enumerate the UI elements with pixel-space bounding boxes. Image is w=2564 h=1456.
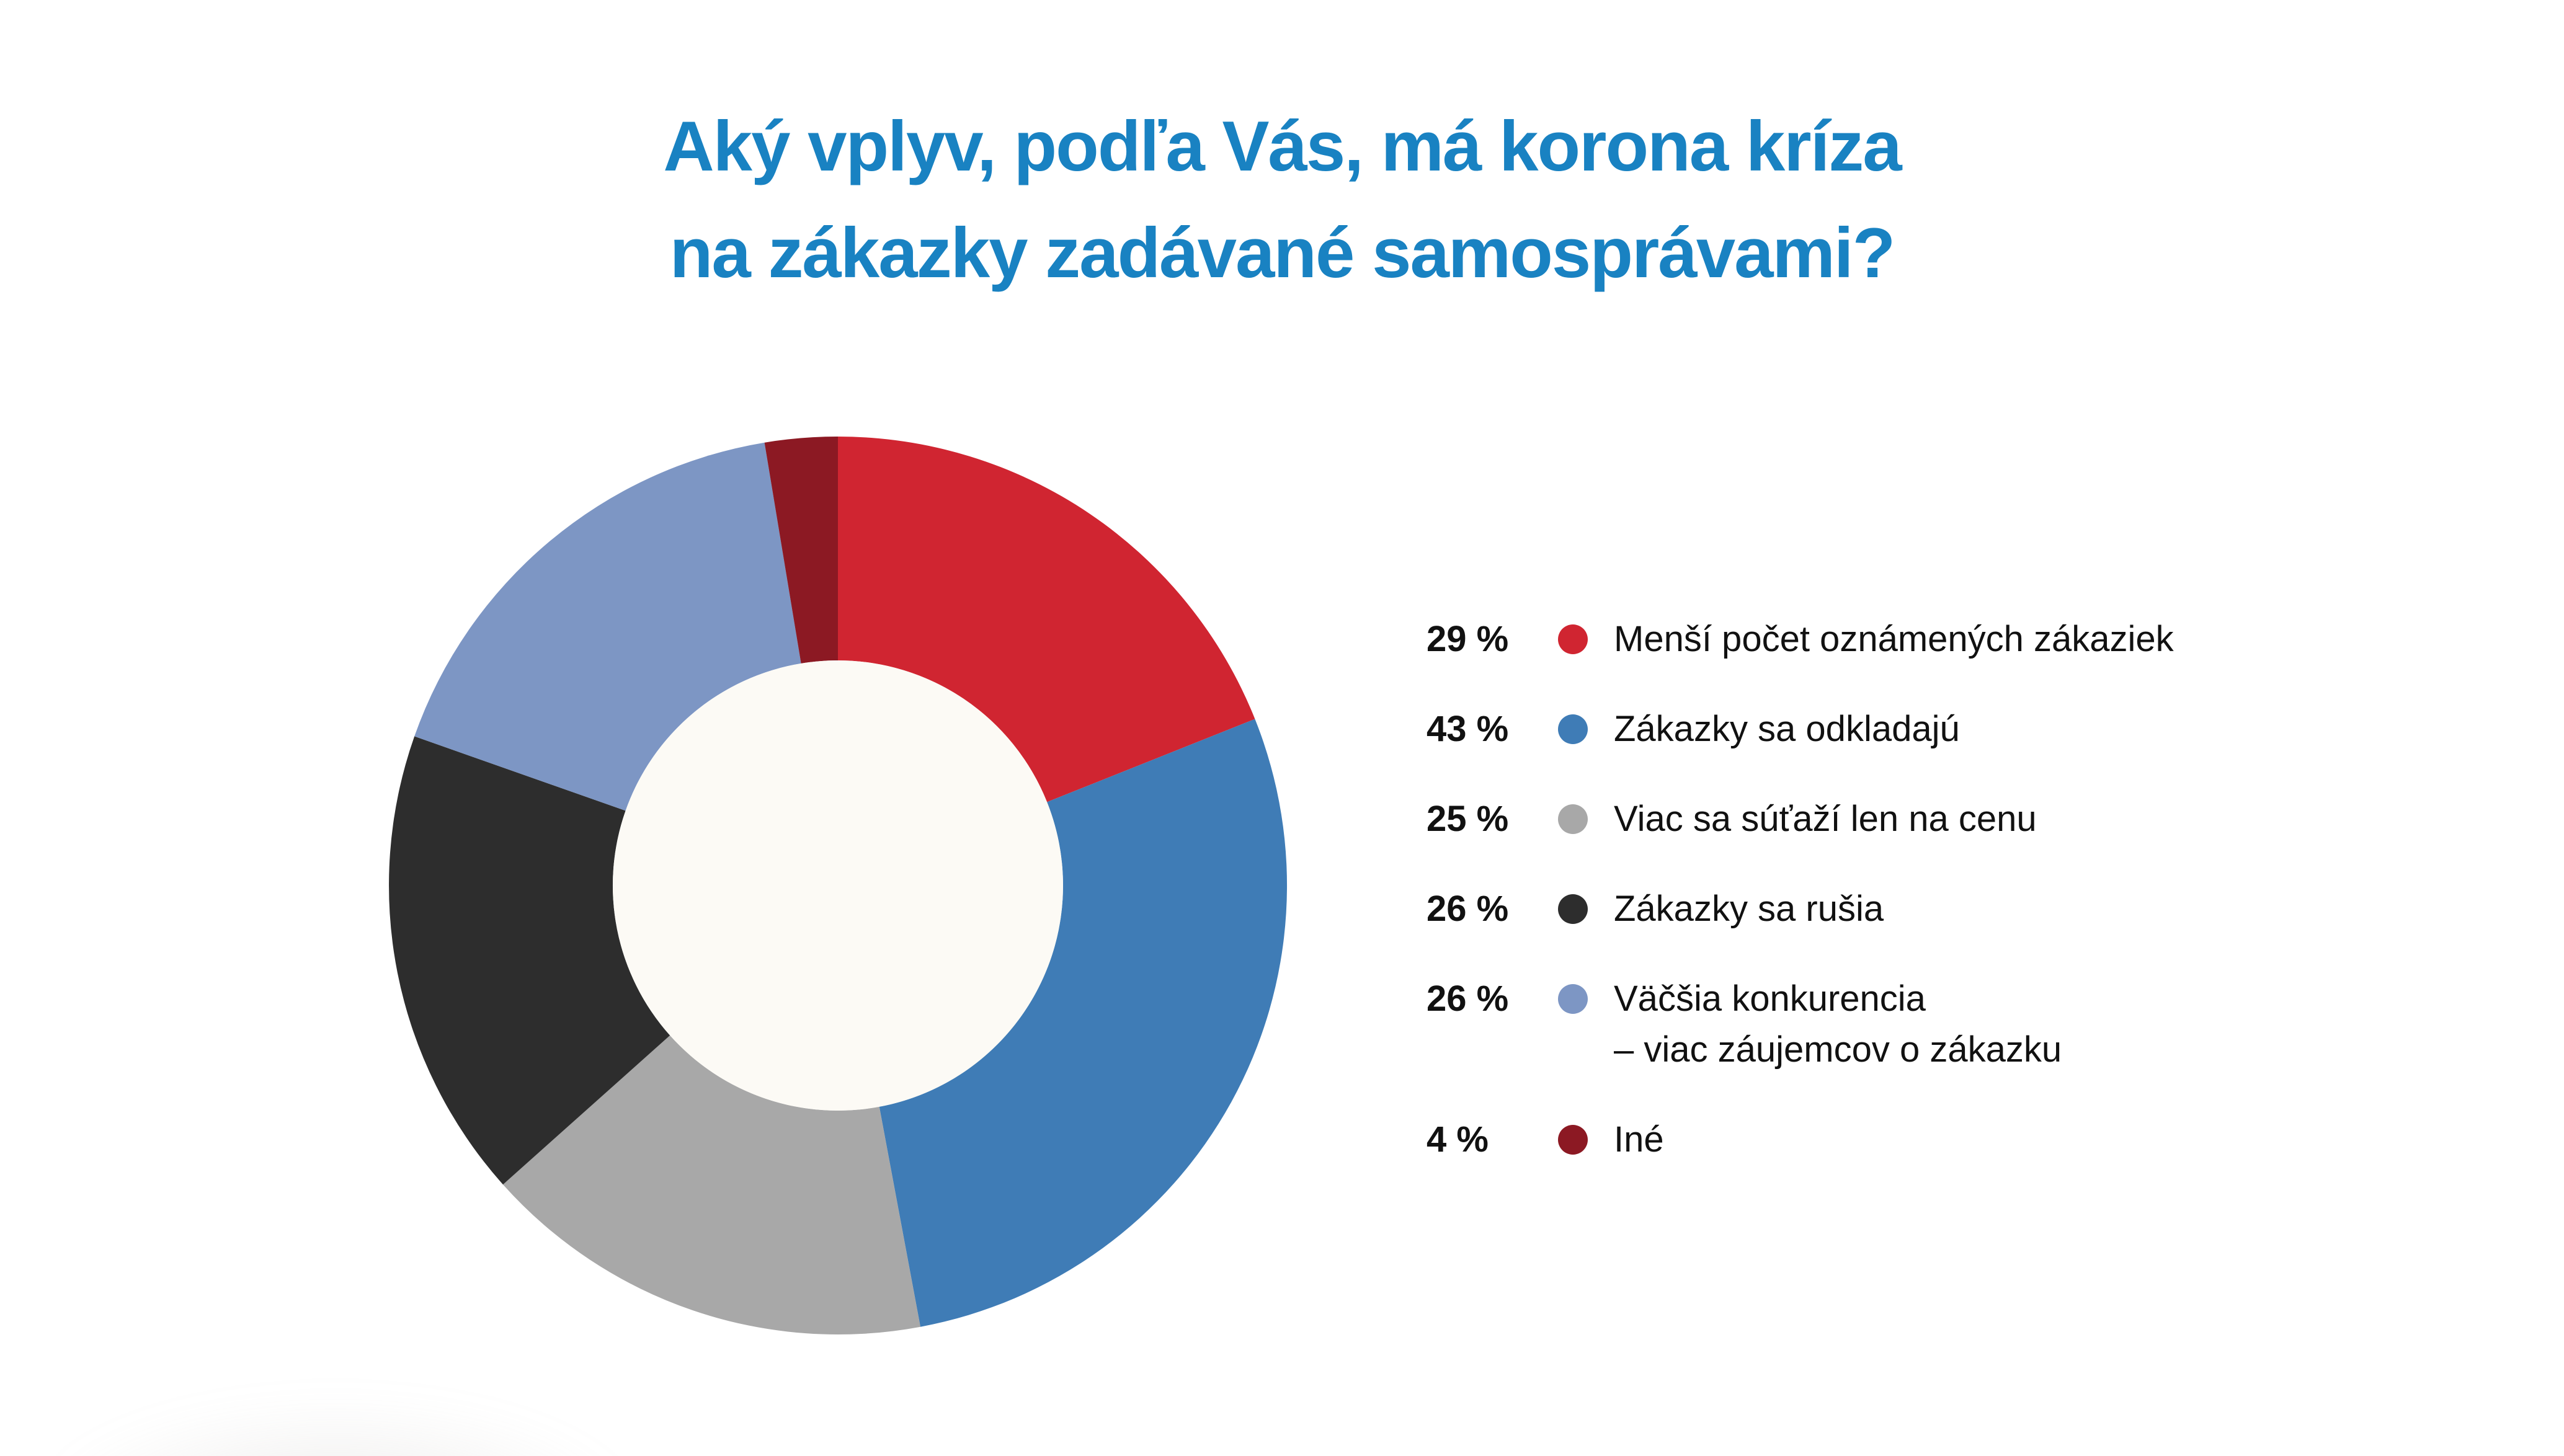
donut-segment <box>503 1035 920 1335</box>
legend-label: Zákazky sa odkladajú <box>1614 704 1960 755</box>
donut-segment <box>389 736 670 1185</box>
legend-item: 4 % Iné <box>1427 1114 2174 1165</box>
legend-label-line: Iné <box>1614 1119 1664 1160</box>
legend-percent: 4 % <box>1427 1119 1489 1160</box>
chart-title: Aký vplyv, podľa Vás, má korona kríza na… <box>0 94 2564 307</box>
legend-item: 26 % Väčšia konkurencia – viac záujemcov… <box>1427 974 2174 1075</box>
legend-label: Zákazky sa rušia <box>1614 884 1884 934</box>
legend-dot <box>1558 624 1588 654</box>
legend-label-line: Väčšia konkurencia <box>1614 979 1926 1019</box>
legend-label: Viac sa súťaží len na cenu <box>1614 794 2037 845</box>
legend-item: 29 % Menší počet oznámených zákaziek <box>1427 614 2174 665</box>
legend-dot <box>1558 1125 1588 1155</box>
donut-hole <box>613 660 1063 1111</box>
legend-percent: 43 % <box>1427 709 1509 749</box>
chart-title-line2: na zákazky zadávané samosprávami? <box>669 214 1895 293</box>
legend-item: 43 % Zákazky sa odkladajú <box>1427 704 2174 755</box>
legend-label-line: Menší počet oznámených zákaziek <box>1614 619 2174 659</box>
legend-label: Iné <box>1614 1114 1664 1165</box>
legend-label: Menší počet oznámených zákaziek <box>1614 614 2174 665</box>
legend-item: 25 % Viac sa súťaží len na cenu <box>1427 794 2174 845</box>
chart-legend: 29 % Menší počet oznámených zákaziek 43 … <box>1427 614 2174 1204</box>
legend-label-line: Zákazky sa odkladajú <box>1614 709 1960 749</box>
legend-dot <box>1558 894 1588 924</box>
donut-segment <box>764 436 838 664</box>
legend-label-line: Viac sa súťaží len na cenu <box>1614 799 2037 839</box>
legend-item: 26 % Zákazky sa rušia <box>1427 884 2174 934</box>
legend-dot <box>1558 984 1588 1014</box>
legend-percent: 26 % <box>1427 979 1509 1019</box>
legend-dot <box>1558 714 1588 744</box>
donut-segment <box>838 436 1255 802</box>
donut-segment <box>879 719 1288 1327</box>
donut-segments <box>389 436 1288 1335</box>
donut-segment <box>414 442 801 811</box>
legend-percent: 29 % <box>1427 619 1509 659</box>
legend-dot <box>1558 804 1588 834</box>
legend-label-line: – viac záujemcov o zákazku <box>1614 1029 2062 1070</box>
chart-title-line1: Aký vplyv, podľa Vás, má korona kríza <box>663 107 1902 186</box>
legend-label: Väčšia konkurencia – viac záujemcov o zá… <box>1614 974 2062 1075</box>
legend-percent: 26 % <box>1427 889 1509 929</box>
legend-label-line: Zákazky sa rušia <box>1614 889 1884 929</box>
legend-percent: 25 % <box>1427 799 1509 839</box>
